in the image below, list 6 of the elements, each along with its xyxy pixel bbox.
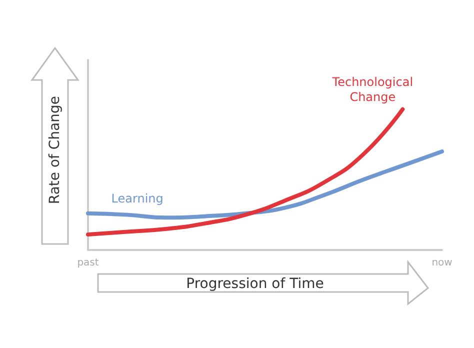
- x-axis-title: Progression of Time: [186, 276, 324, 292]
- x-tick-label: now: [432, 258, 452, 268]
- x-tick-label: past: [77, 258, 99, 268]
- series-label: Technological Change: [331, 74, 414, 104]
- series-label: Learning: [111, 191, 164, 206]
- y-axis-title: Rate of Change: [47, 96, 63, 204]
